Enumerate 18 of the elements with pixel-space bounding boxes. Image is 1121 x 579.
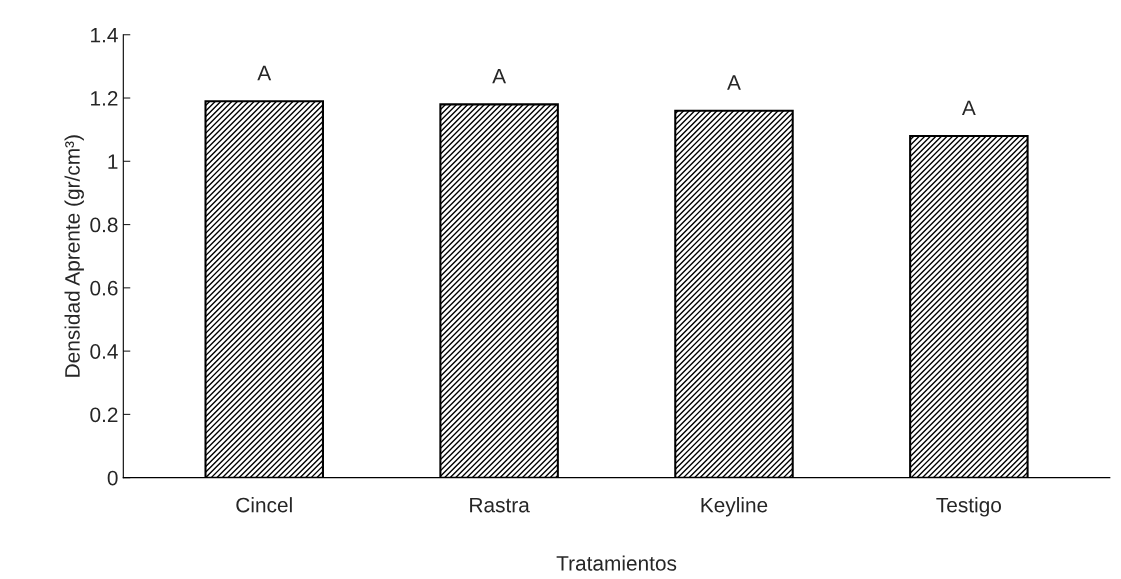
x-axis-title: Tratamientos: [556, 555, 677, 571]
y-axis-title: Densidad Aprente (gr/cm³): [64, 135, 84, 377]
annotation: A: [961, 100, 976, 115]
y-tick-label: 0.2: [90, 407, 118, 423]
x-tick-label: Keyline: [701, 497, 768, 517]
y-tick-label: 0.6: [90, 280, 118, 296]
annotation: A: [257, 65, 272, 81]
x-tick-label: Rastra: [470, 497, 530, 513]
x-tick-label: Testigo: [936, 497, 1001, 517]
y-tick-label: 0.8: [90, 217, 118, 233]
y-tick-label: 0.4: [90, 344, 118, 359]
y-tick-label: 1.2: [91, 91, 118, 106]
annotation: A: [492, 69, 507, 84]
y-tick-label: 1.4: [91, 27, 118, 43]
x-tick-label: Cincel: [236, 497, 292, 513]
y-tick-label: 0: [107, 470, 118, 486]
annotation: A: [727, 75, 741, 90]
y-tick-label: 1: [108, 154, 118, 169]
